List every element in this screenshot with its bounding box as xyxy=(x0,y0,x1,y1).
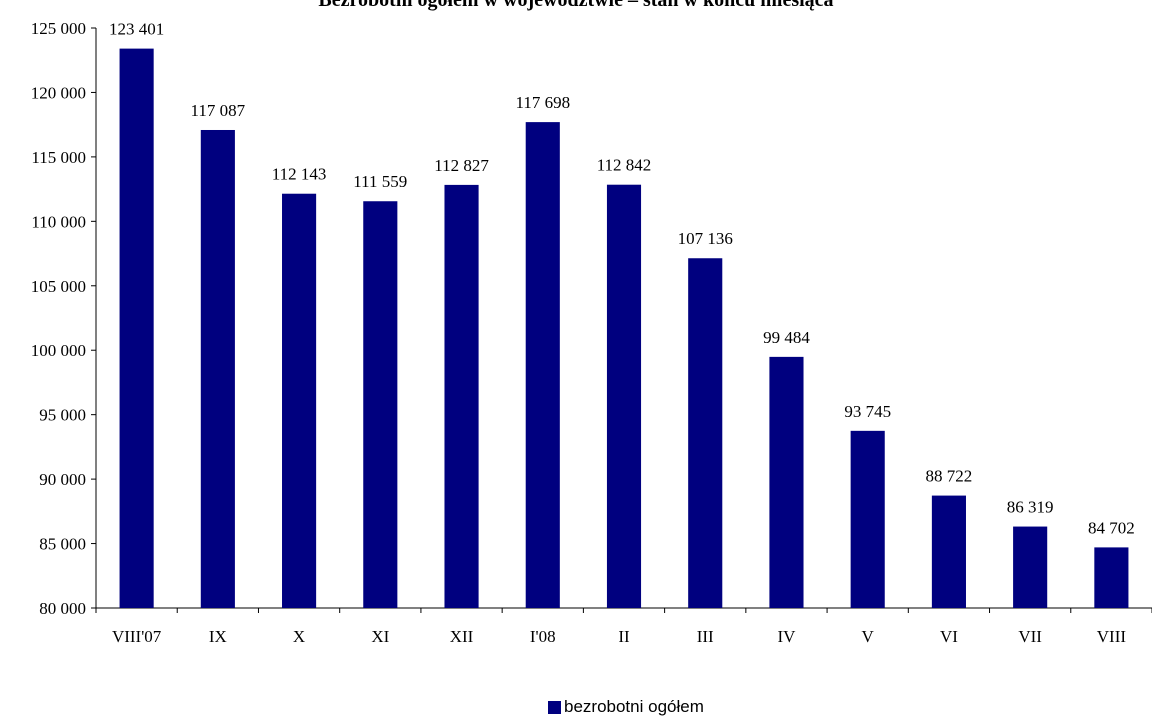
axes: 80 000 85 000 90 000 95 000 100 000 105 000 11… xyxy=(31,19,1152,646)
bar xyxy=(931,495,966,608)
data-label: 123 401 xyxy=(109,20,164,39)
data-label: 93 745 xyxy=(844,402,891,421)
y-tick-label: 95 000 xyxy=(39,406,86,425)
y-tick-label: 115 000 xyxy=(31,148,86,167)
x-tick-label: III xyxy=(697,627,714,646)
data-label: 112 143 xyxy=(272,165,327,184)
data-label: 86 319 xyxy=(1007,498,1054,517)
bar xyxy=(282,193,317,608)
x-tick-label: V xyxy=(862,627,875,646)
y-tick-label: 120 000 xyxy=(31,83,86,102)
bar xyxy=(1013,526,1048,608)
bar xyxy=(119,48,154,609)
x-tick-label: VIII'07 xyxy=(112,627,162,646)
bar xyxy=(363,201,398,608)
bar xyxy=(606,184,642,608)
legend-swatch xyxy=(548,700,561,714)
x-tick-label: VI xyxy=(940,627,958,646)
y-tick-label: 100 000 xyxy=(31,341,86,360)
y-tick-label: 110 000 xyxy=(31,212,86,231)
data-label: 88 722 xyxy=(926,467,973,486)
data-label: 99 484 xyxy=(763,328,810,347)
x-tick-label: XII xyxy=(450,627,474,646)
y-tick-label: 105 000 xyxy=(31,277,86,296)
x-tick-label: XI xyxy=(371,627,389,646)
bar xyxy=(850,430,885,608)
legend-label: bezrobotni ogółem xyxy=(564,697,704,716)
y-tick-label: 90 000 xyxy=(39,470,86,489)
chart-title: Bezrobotni ogółem w województwie – stan … xyxy=(318,0,833,11)
bar xyxy=(444,184,479,609)
data-label: 117 698 xyxy=(515,93,570,112)
bar xyxy=(1094,547,1129,608)
data-label: 84 702 xyxy=(1088,518,1135,537)
x-tick-label: VII xyxy=(1018,627,1042,646)
bar xyxy=(688,258,723,608)
y-tick-label: 125 000 xyxy=(31,19,86,38)
x-tick-label: IV xyxy=(777,627,796,646)
bar xyxy=(525,122,560,608)
y-tick-label: 80 000 xyxy=(39,599,86,618)
legend: bezrobotni ogółem xyxy=(548,696,704,718)
data-label: 117 087 xyxy=(191,101,246,120)
data-labels-group: 123 401 117 087 112 143 111 559 112 827 117 6… xyxy=(109,20,1135,538)
x-tick-label: IX xyxy=(209,627,227,646)
data-label: 107 136 xyxy=(678,229,733,248)
x-tick-label: II xyxy=(618,627,630,646)
y-tick-label: 85 000 xyxy=(39,535,86,554)
bars-group xyxy=(119,48,1129,609)
x-tick-label: X xyxy=(293,627,305,646)
bar xyxy=(200,129,235,608)
data-label: 112 827 xyxy=(434,156,489,175)
data-label: 112 842 xyxy=(597,156,652,175)
data-label: 111 559 xyxy=(353,172,407,191)
x-tick-label: I'08 xyxy=(530,627,556,646)
bar xyxy=(769,356,804,608)
x-tick-label: VIII xyxy=(1097,627,1127,646)
